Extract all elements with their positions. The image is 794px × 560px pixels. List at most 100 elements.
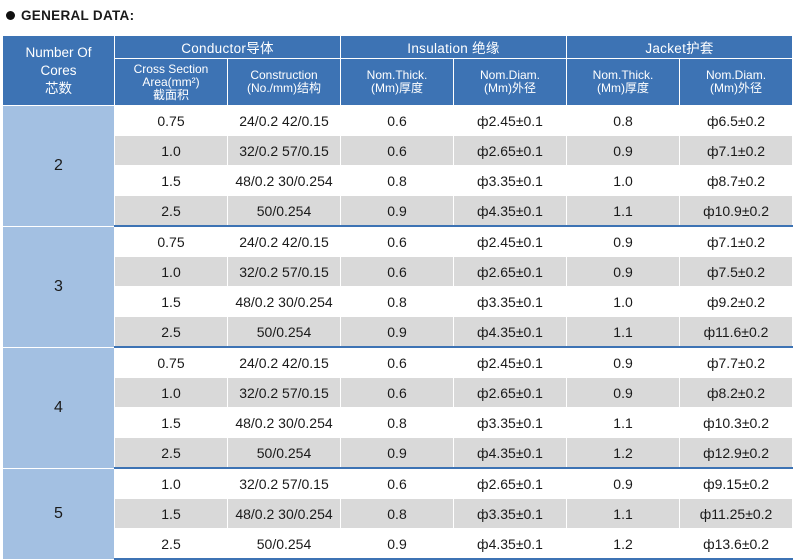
construction-cell: 32/0.2 57/0.15 [227, 256, 341, 287]
jacket-diameter-cell: ф6.5±0.2 [679, 105, 794, 136]
insulation-thickness-cell: 0.9 [340, 195, 454, 227]
cross-section-cell: 1.5 [114, 407, 228, 438]
table-row: 2 0.75 24/0.2 42/0.15 0.6 ф2.45±0.1 0.8 ф6.5±0… [2, 105, 794, 227]
insulation-diameter-cell: ф3.35±0.1 [452, 165, 568, 196]
table-row: 1.5 48/0.2 30/0.254 0.8 ф3.35±0.1 1.1 ф11.25±… [3, 498, 794, 529]
jacket-diameter-cell: ф8.7±0.2 [679, 165, 794, 196]
jacket-diameter-cell: ф10.3±0.2 [679, 407, 794, 438]
insulation-diameter-cell: ф3.35±0.1 [452, 286, 568, 317]
insulation-thickness-cell: 0.6 [340, 135, 454, 166]
insulation-diameter-cell: ф3.35±0.1 [452, 407, 568, 438]
table-row: 4 0.75 24/0.2 42/0.15 0.6 ф2.45±0.1 0.9 ф7.7±0… [2, 346, 794, 469]
jacket-thickness-cell: 0.9 [566, 346, 681, 378]
jacket-thickness-cell: 0.9 [566, 256, 681, 287]
jacket-diameter-cell: ф13.6±0.2 [679, 528, 794, 560]
table-row: 1.0 32/0.2 57/0.15 0.6 ф2.65±0.1 0.9 ф7.5±0.2 [3, 256, 794, 287]
jacket-thickness-cell: 0.9 [566, 225, 681, 257]
cross-section-cell: 2.5 [114, 437, 228, 469]
construction-cell: 24/0.2 42/0.15 [227, 225, 341, 257]
cross-section-cell: 2.5 [114, 528, 228, 560]
jacket-diameter-cell: ф7.5±0.2 [679, 256, 794, 287]
table-row: 2.5 50/0.254 0.9 ф4.35±0.1 1.1 ф11.6±0.2 [3, 316, 794, 348]
construction-cell: 32/0.2 57/0.15 [227, 135, 341, 166]
insulation-diameter-cell: ф2.45±0.1 [452, 346, 568, 378]
cross-section-cell: 1.5 [114, 286, 228, 317]
jacket-diameter-cell: ф11.6±0.2 [679, 316, 794, 348]
construction-cell: 32/0.2 57/0.15 [227, 377, 341, 408]
cores-count-cell: 2 [2, 105, 115, 227]
jacket-thickness-cell: 1.2 [566, 437, 681, 469]
insulation-diameter-cell: ф3.35±0.1 [452, 498, 568, 529]
insulation-diameter-cell: ф2.65±0.1 [452, 256, 568, 287]
table-row: 1.5 48/0.2 30/0.254 0.8 ф3.35±0.1 1.0 ф8.7±0.… [3, 165, 794, 196]
insulation-thickness-cell: 0.9 [340, 528, 454, 560]
jacket-thickness-cell: 1.2 [566, 528, 681, 560]
construction-cell: 50/0.254 [227, 437, 341, 469]
jacket-diameter-cell: ф7.1±0.2 [679, 135, 794, 166]
insulation-diameter-cell: ф2.45±0.1 [452, 225, 568, 257]
header-jacket-thickness: Nom.Thick. (Mm)厚度 [566, 58, 681, 106]
jacket-diameter-cell: ф9.2±0.2 [679, 286, 794, 317]
jacket-diameter-cell: ф7.1±0.2 [679, 225, 794, 257]
jacket-diameter-cell: ф10.9±0.2 [679, 195, 794, 227]
insulation-thickness-cell: 0.8 [340, 286, 454, 317]
section-heading-text: GENERAL DATA: [21, 7, 135, 23]
jacket-thickness-cell: 0.9 [566, 467, 681, 499]
jacket-thickness-cell: 0.8 [566, 105, 681, 136]
table-row: 5 1.0 32/0.2 57/0.15 0.6 ф2.65±0.1 0.9 ф9.15±0… [2, 467, 794, 560]
insulation-thickness-cell: 0.8 [340, 407, 454, 438]
header-insulation-thickness: Nom.Thick. (Mm)厚度 [340, 58, 454, 106]
header-cross-section: Cross Section Area(mm²) 截面积 [114, 58, 228, 106]
insulation-thickness-cell: 0.9 [340, 316, 454, 348]
table-row: 2.5 50/0.254 0.9 ф4.35±0.1 1.2 ф13.6±0.2 [3, 528, 794, 560]
jacket-thickness-cell: 0.9 [566, 377, 681, 408]
jacket-thickness-cell: 1.1 [566, 498, 681, 529]
header-jacket-diameter: Nom.Diam. (Mm)外径 [679, 58, 794, 106]
jacket-thickness-cell: 0.9 [566, 135, 681, 166]
cores-count-cell: 5 [2, 467, 115, 560]
table-row: 2.5 50/0.254 0.9 ф4.35±0.1 1.1 ф10.9±0.2 [3, 195, 794, 227]
table-row: 1.0 32/0.2 57/0.15 0.6 ф2.65±0.1 0.9 ф8.2±0.2 [3, 377, 794, 408]
construction-cell: 48/0.2 30/0.254 [227, 407, 341, 438]
cross-section-cell: 0.75 [114, 105, 228, 136]
insulation-diameter-cell: ф4.35±0.1 [452, 437, 568, 469]
construction-cell: 50/0.254 [227, 316, 341, 348]
construction-cell: 48/0.2 30/0.254 [227, 165, 341, 196]
insulation-diameter-cell: ф2.65±0.1 [452, 135, 568, 166]
cross-section-cell: 2.5 [114, 195, 228, 227]
header-insulation: Insulation 绝缘 [339, 35, 568, 59]
jacket-diameter-cell: ф12.9±0.2 [679, 437, 794, 469]
insulation-thickness-cell: 0.6 [340, 256, 454, 287]
header-construction: Construction (No./mm)结构 [227, 58, 341, 106]
cross-section-cell: 2.5 [114, 316, 228, 348]
jacket-thickness-cell: 1.1 [566, 407, 681, 438]
jacket-thickness-cell: 1.0 [566, 286, 681, 317]
jacket-thickness-cell: 1.1 [566, 195, 681, 227]
jacket-thickness-cell: 1.1 [566, 316, 681, 348]
construction-cell: 48/0.2 30/0.254 [227, 286, 341, 317]
insulation-thickness-cell: 0.8 [340, 165, 454, 196]
table-row: 1.0 32/0.2 57/0.15 0.6 ф2.65±0.1 0.9 ф7.1±0.2 [3, 135, 794, 166]
insulation-diameter-cell: ф2.45±0.1 [452, 105, 568, 136]
insulation-thickness-cell: 0.6 [340, 346, 454, 378]
cross-section-cell: 1.0 [114, 135, 228, 166]
bullet-icon [6, 10, 15, 20]
cross-section-cell: 1.5 [114, 498, 228, 529]
section-heading: GENERAL DATA: [6, 5, 134, 25]
insulation-thickness-cell: 0.6 [340, 377, 454, 408]
cross-section-cell: 0.75 [114, 225, 228, 257]
insulation-thickness-cell: 0.8 [340, 498, 454, 529]
insulation-thickness-cell: 0.6 [340, 467, 454, 499]
construction-cell: 50/0.254 [227, 195, 341, 227]
cross-section-cell: 0.75 [114, 346, 228, 378]
construction-cell: 32/0.2 57/0.15 [227, 467, 341, 499]
construction-cell: 48/0.2 30/0.254 [227, 498, 341, 529]
insulation-diameter-cell: ф2.65±0.1 [452, 467, 568, 499]
cores-count-cell: 4 [2, 346, 115, 469]
jacket-diameter-cell: ф9.15±0.2 [679, 467, 794, 499]
cores-count-cell: 3 [2, 225, 115, 348]
cross-section-cell: 1.0 [114, 377, 228, 408]
cross-section-cell: 1.0 [114, 467, 228, 499]
jacket-thickness-cell: 1.0 [566, 165, 681, 196]
insulation-diameter-cell: ф2.65±0.1 [452, 377, 568, 408]
